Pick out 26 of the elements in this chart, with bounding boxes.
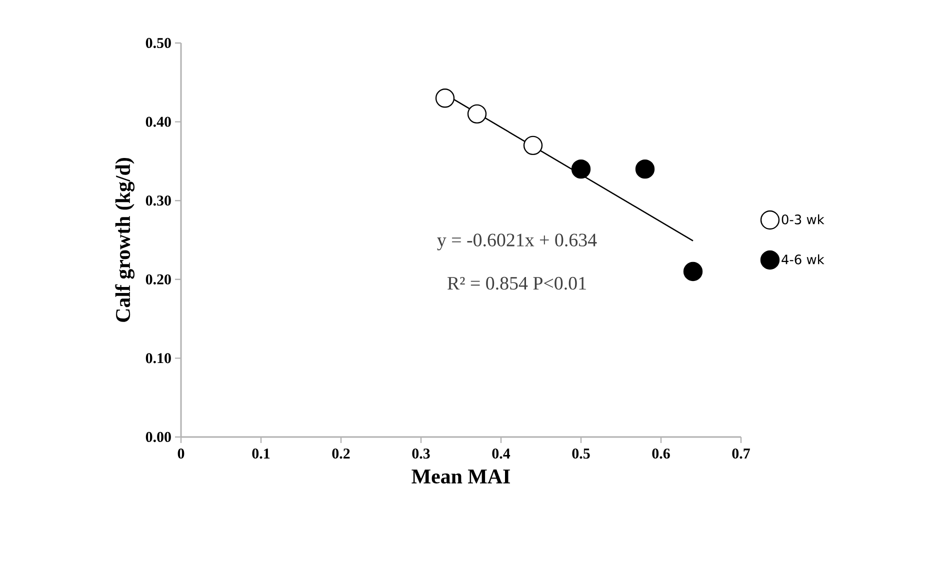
- point: [683, 262, 703, 282]
- y-tick-label: 0.40: [146, 116, 171, 127]
- point: [435, 88, 455, 108]
- point: [635, 159, 655, 179]
- point: [571, 159, 591, 179]
- x-tick-label: 0.1: [252, 448, 270, 459]
- y-tick-label: 0.00: [146, 432, 171, 442]
- legend-label: 4-6 wk: [782, 254, 824, 264]
- point: [467, 104, 487, 124]
- x-tick-label: 0.6: [652, 448, 670, 459]
- legend-label: 0-3 wk: [782, 214, 824, 224]
- y-tick-label: 0.20: [146, 274, 171, 284]
- x-tick-label: 0.2: [332, 448, 350, 459]
- annotation: R² = 0.854 P<0.01: [448, 276, 586, 290]
- y-tick-label: 0.50: [146, 38, 171, 48]
- x-tick-label: 0.3: [412, 448, 430, 459]
- x-tick-label: 0.7: [732, 448, 750, 459]
- y-axis-title: Calf growth (kg/d): [115, 158, 134, 322]
- y-tick-label: 0.10: [146, 353, 171, 364]
- x-tick-label: 0.4: [492, 448, 510, 459]
- annotation: y = -0.6021x + 0.634: [437, 234, 597, 250]
- x-axis-title: Mean MAI: [412, 470, 510, 484]
- point: [523, 136, 543, 156]
- y-tick-label: 0.30: [146, 196, 171, 206]
- x-tick-label: 0.5: [572, 448, 590, 459]
- x-tick-label: 0: [178, 448, 184, 459]
